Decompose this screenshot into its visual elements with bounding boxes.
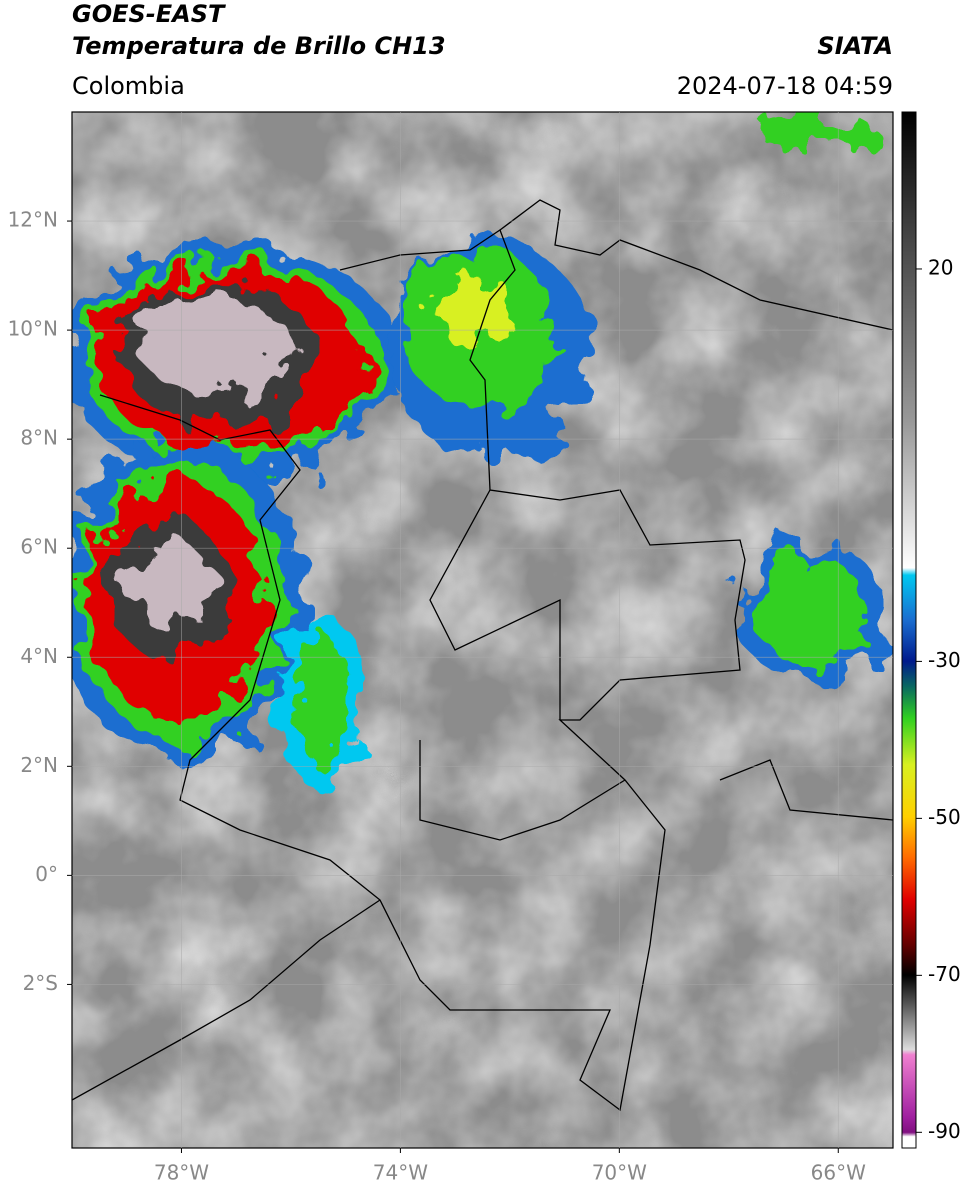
x-tick-label: 74°W <box>373 1161 428 1185</box>
map-frame <box>71 111 894 1149</box>
borders <box>72 199 893 1112</box>
y-tick-label: 10°N <box>8 317 58 341</box>
x-tick-label: 66°W <box>811 1161 866 1185</box>
y-tick-label: 6°N <box>20 535 58 559</box>
subtitle: Temperatura de Brillo CH13 <box>72 32 446 60</box>
satellite-image <box>72 112 893 1148</box>
y-tick-label: 4°N <box>20 644 58 668</box>
colorbar <box>901 111 917 1149</box>
source: SIATA <box>817 32 893 60</box>
colorbar-label: -90 <box>928 1119 961 1143</box>
x-tick-label: 70°W <box>592 1161 647 1185</box>
y-tick-label: 8°N <box>20 426 58 450</box>
y-tick-label: 0° <box>35 862 58 886</box>
timestamp: 2024-07-18 04:59 <box>677 72 893 100</box>
region: Colombia <box>72 72 185 100</box>
y-tick-label: 12°N <box>8 208 58 232</box>
colorbar-label: 20 <box>928 255 953 279</box>
colorbar-label: -50 <box>928 805 961 829</box>
y-tick-label: 2°N <box>20 753 58 777</box>
title: GOES-EAST <box>72 0 226 28</box>
x-tick-label: 78°W <box>154 1161 209 1185</box>
colorbar-label: -30 <box>928 648 961 672</box>
y-tick-label: 2°S <box>23 971 58 995</box>
graticule <box>72 112 893 1148</box>
colorbar-label: -70 <box>928 962 961 986</box>
